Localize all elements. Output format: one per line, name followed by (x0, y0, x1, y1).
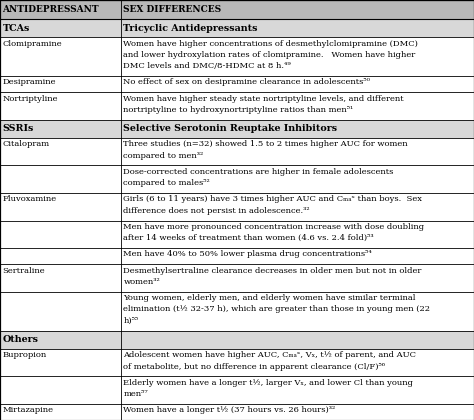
Text: Women have a longer t½ (37 hours vs. 26 hours)³²: Women have a longer t½ (37 hours vs. 26 … (123, 406, 336, 414)
Text: Elderly women have a longer t½, larger Vₓ, and lower Cl than young: Elderly women have a longer t½, larger V… (123, 379, 413, 387)
Text: Men have 40% to 50% lower plasma drug concentrations⁵⁴: Men have 40% to 50% lower plasma drug co… (123, 250, 372, 258)
Bar (0, 138, 474, 165)
Text: nortriptyline to hydroxynortriptyline ratios than men⁵¹: nortriptyline to hydroxynortriptyline ra… (123, 106, 354, 114)
Text: Others: Others (2, 335, 38, 344)
Text: Tricyclic Antidepressants: Tricyclic Antidepressants (123, 24, 258, 33)
Text: SSRIs: SSRIs (2, 124, 34, 133)
Text: women³²: women³² (123, 278, 160, 286)
Text: Selective Serotonin Reuptake Inhibitors: Selective Serotonin Reuptake Inhibitors (123, 124, 337, 133)
Bar (0, 92, 474, 120)
Bar (0, 376, 474, 404)
Bar (0, 0, 474, 19)
Text: Citalopram: Citalopram (2, 140, 50, 148)
Bar (0, 248, 474, 264)
Text: Mirtazapine: Mirtazapine (2, 406, 54, 414)
Text: and lower hydroxylation rates of clomipramine.   Women have higher: and lower hydroxylation rates of clomipr… (123, 51, 416, 59)
Text: Clomipramine: Clomipramine (2, 39, 62, 47)
Text: Desipramine: Desipramine (2, 79, 56, 87)
Text: Bupropion: Bupropion (2, 351, 47, 359)
Text: No effect of sex on desipramine clearance in adolescents⁵⁰: No effect of sex on desipramine clearanc… (123, 79, 370, 87)
Bar (0, 37, 474, 76)
Text: men⁵⁷: men⁵⁷ (123, 390, 148, 398)
Text: Women have higher concentrations of desmethylclomipramine (DMC): Women have higher concentrations of desm… (123, 39, 418, 47)
Text: Fluvoxamine: Fluvoxamine (2, 195, 56, 203)
Text: compared to males⁵²: compared to males⁵² (123, 179, 210, 187)
Text: Desmethylsertraline clearance decreases in older men but not in older: Desmethylsertraline clearance decreases … (123, 267, 422, 275)
Bar (0, 76, 474, 92)
Text: difference does not persist in adolescence.³²: difference does not persist in adolescen… (123, 207, 310, 215)
Bar (0, 404, 474, 420)
Text: of metabolite, but no difference in apparent clearance (Cl/F)⁵⁶: of metabolite, but no difference in appa… (123, 362, 385, 370)
Bar (0, 220, 474, 248)
Bar (0, 349, 474, 376)
Bar (0, 165, 474, 193)
Text: SEX DIFFERENCES: SEX DIFFERENCES (123, 5, 221, 14)
Text: Nortriptyline: Nortriptyline (2, 94, 58, 102)
Text: Sertraline: Sertraline (2, 267, 45, 275)
Text: Men have more pronounced concentration increase with dose doubling: Men have more pronounced concentration i… (123, 223, 425, 231)
Bar (0, 292, 474, 331)
Bar (0, 19, 474, 37)
Text: Adolescent women have higher AUC, Cₘₐˣ, Vₓ, t½ of parent, and AUC: Adolescent women have higher AUC, Cₘₐˣ, … (123, 351, 416, 359)
Text: Young women, elderly men, and elderly women have similar terminal: Young women, elderly men, and elderly wo… (123, 294, 416, 302)
Text: DMC levels and DMC/8-HDMC at 8 h.⁴⁹: DMC levels and DMC/8-HDMC at 8 h.⁴⁹ (123, 62, 291, 70)
Bar (0, 120, 474, 138)
Text: Three studies (n=32) showed 1.5 to 2 times higher AUC for women: Three studies (n=32) showed 1.5 to 2 tim… (123, 140, 408, 148)
Text: Girls (6 to 11 years) have 3 times higher AUC and Cₘₐˣ than boys.  Sex: Girls (6 to 11 years) have 3 times highe… (123, 195, 422, 203)
Text: elimination (t½ 32-37 h), which are greater than those in young men (22: elimination (t½ 32-37 h), which are grea… (123, 305, 430, 313)
Text: Dose-corrected concentrations are higher in female adolescents: Dose-corrected concentrations are higher… (123, 168, 394, 176)
Text: compared to men³²: compared to men³² (123, 152, 204, 160)
Bar (0, 264, 474, 292)
Text: TCAs: TCAs (2, 24, 30, 33)
Text: after 14 weeks of treatment than women (4.6 vs. 2.4 fold)⁵³: after 14 weeks of treatment than women (… (123, 234, 374, 242)
Text: h)⁵⁵: h)⁵⁵ (123, 317, 138, 325)
Bar (0, 331, 474, 349)
Text: Women have higher steady state nortriptyline levels, and different: Women have higher steady state nortripty… (123, 94, 404, 102)
Text: ANTIDEPRESSANT: ANTIDEPRESSANT (2, 5, 99, 14)
Bar (0, 193, 474, 221)
